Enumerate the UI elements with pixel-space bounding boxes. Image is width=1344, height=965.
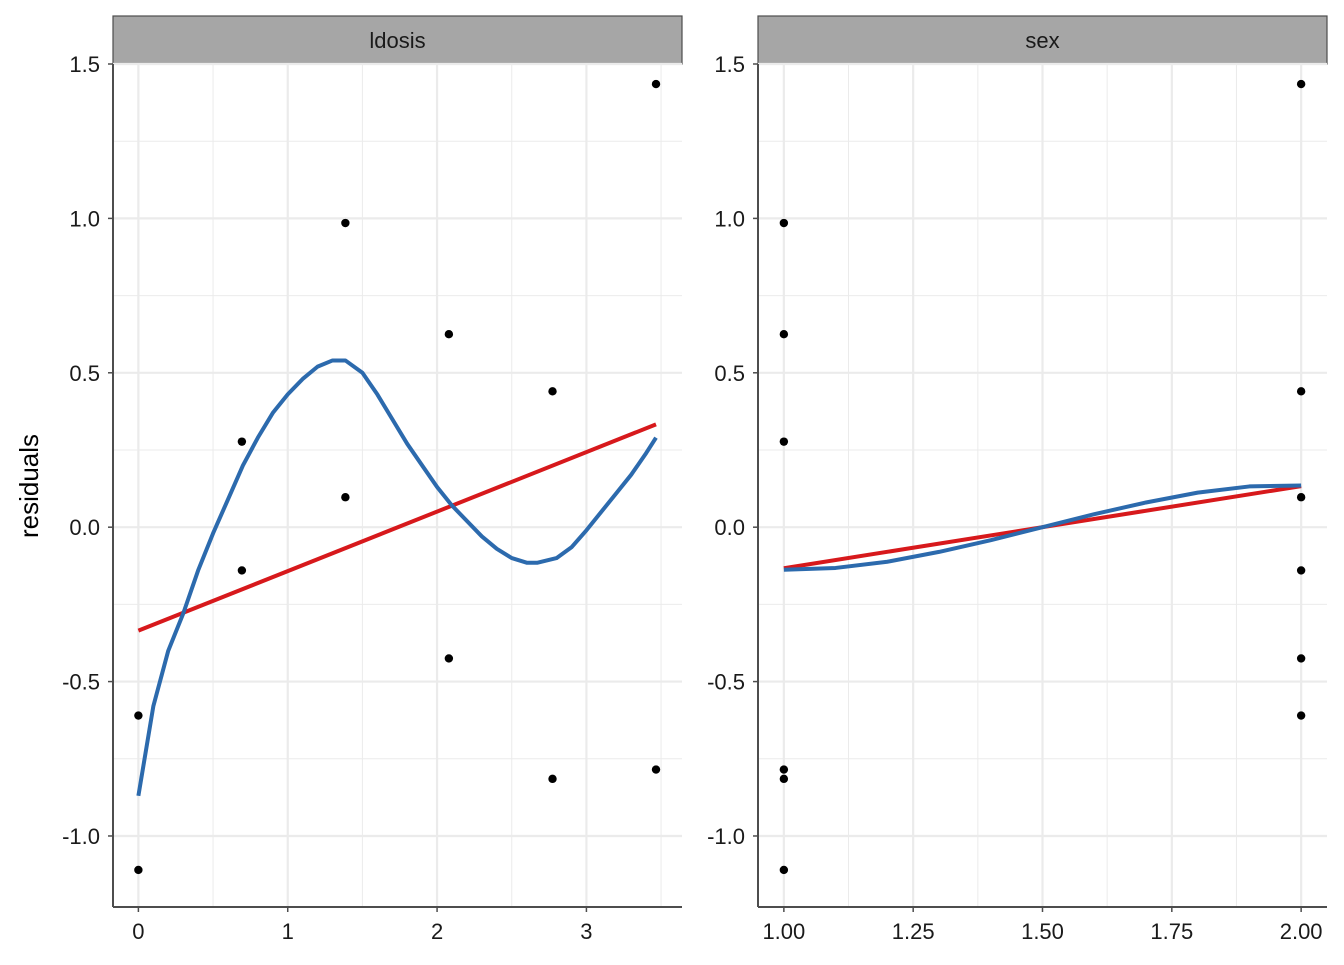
data-point: [779, 765, 789, 774]
x-tick-label: 1.75: [1150, 919, 1193, 944]
y-tick-label: 1.0: [69, 206, 100, 231]
y-tick-label: -1.0: [707, 824, 745, 849]
x-tick-label: 1.50: [1021, 919, 1064, 944]
data-point: [548, 774, 557, 784]
smooth-fit-curve: [136, 358, 658, 797]
data-point: [444, 329, 454, 339]
y-tick-label: 0.5: [69, 361, 100, 386]
x-tick-label: 3: [580, 919, 592, 944]
data-point: [1296, 654, 1306, 663]
data-point: [1296, 493, 1306, 502]
x-tick-label: 1.00: [762, 919, 805, 944]
data-point: [444, 654, 454, 663]
y-tick-label: 1.5: [69, 52, 100, 77]
data-point: [1296, 711, 1306, 720]
data-point: [651, 79, 661, 89]
y-tick-label: -0.5: [62, 670, 100, 695]
strip-label-sex: sex: [1025, 28, 1059, 53]
y-tick-label: 1.0: [714, 206, 745, 231]
y-tick-label: 0.5: [714, 361, 745, 386]
x-tick-label: 2: [431, 919, 443, 944]
data-point: [1296, 79, 1306, 89]
smooth-fit-curve: [783, 483, 1302, 572]
data-point: [779, 865, 789, 875]
data-point: [1296, 387, 1306, 396]
panel-strip: [757, 15, 1328, 65]
y-tick-label: 1.5: [714, 52, 745, 77]
data-point: [1296, 566, 1306, 575]
x-tick-label: 0: [132, 919, 144, 944]
data-point: [237, 437, 247, 446]
y-tick-label: 0.0: [69, 515, 100, 540]
y-tick-label: -0.5: [707, 670, 745, 695]
y-tick-label: 0.0: [714, 515, 745, 540]
y-tick-label: -1.0: [62, 824, 100, 849]
data-point: [341, 218, 350, 228]
x-tick-label: 2.00: [1280, 919, 1323, 944]
panel-strip: [112, 15, 683, 65]
strip-label-ldosis: ldosis: [369, 28, 425, 53]
data-point: [134, 711, 143, 720]
data-point: [548, 387, 557, 396]
data-point: [651, 765, 661, 774]
linear-fit-line: [137, 422, 657, 633]
x-tick-label: 1: [282, 919, 294, 944]
data-point: [779, 774, 789, 784]
data-point: [237, 566, 247, 575]
data-point: [779, 437, 789, 446]
data-point: [341, 493, 350, 502]
data-point: [779, 329, 789, 339]
x-tick-label: 1.25: [892, 919, 935, 944]
data-point: [134, 865, 143, 875]
y-axis-label: residuals: [14, 434, 44, 538]
data-point: [779, 218, 789, 228]
